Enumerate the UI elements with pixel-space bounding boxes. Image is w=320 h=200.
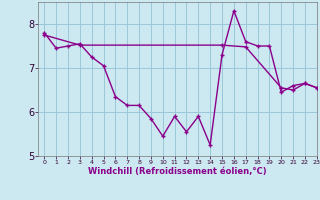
X-axis label: Windchill (Refroidissement éolien,°C): Windchill (Refroidissement éolien,°C) xyxy=(88,167,267,176)
